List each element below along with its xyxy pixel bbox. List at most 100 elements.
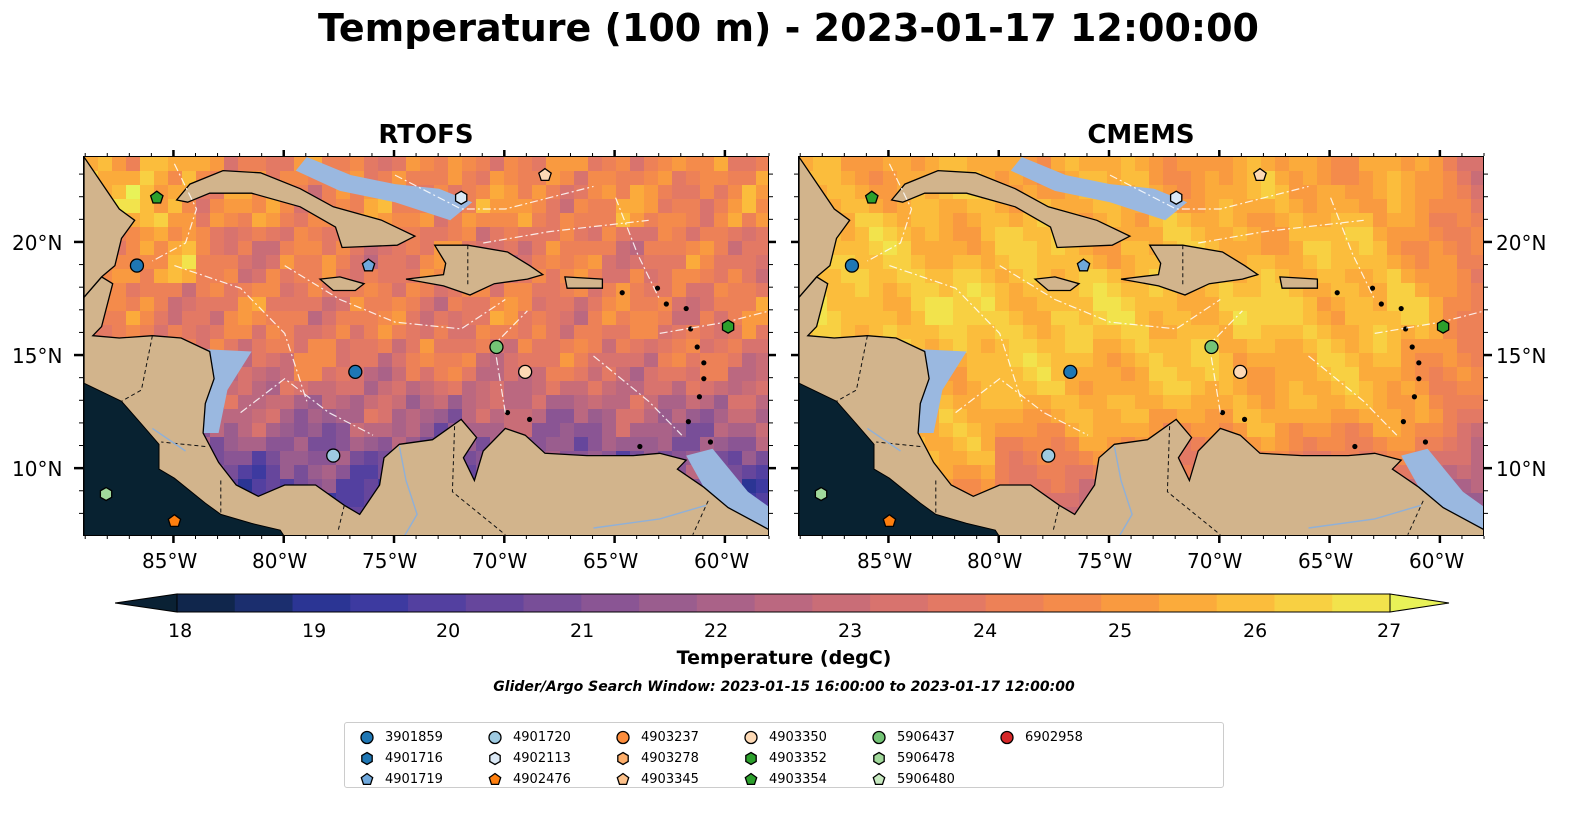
legend-marker — [616, 772, 630, 786]
colorbar-segment — [465, 594, 525, 612]
legend-label: 3901859 — [385, 729, 443, 745]
legend-label: 4902113 — [513, 750, 571, 766]
axis-ticks — [74, 150, 1492, 543]
float-marker-4903350 — [518, 364, 533, 380]
x-tick-label: 75°W — [362, 549, 418, 573]
x-tick-label: 85°W — [142, 549, 198, 573]
legend-marker — [872, 772, 886, 786]
float-marker-3901859 — [1063, 364, 1078, 380]
legend-label: 5906480 — [897, 771, 955, 787]
colorbar-segment — [812, 594, 871, 612]
legend-label: 5906437 — [897, 729, 955, 745]
colorbar-extend-low — [115, 593, 178, 613]
colorbar-segment — [408, 594, 467, 612]
float-marker-4901719 — [1076, 258, 1091, 272]
legend-item: 5906437 — [871, 729, 955, 745]
legend-marker — [361, 751, 373, 766]
x-tick-label: 85°W — [857, 549, 913, 573]
legend-marker — [873, 751, 885, 766]
legend-item: 4903350 — [743, 729, 827, 745]
legend-label: 4903278 — [641, 750, 699, 766]
legend-label: 6902958 — [1025, 729, 1083, 745]
rtofs-map-canvas — [84, 157, 768, 535]
colorbar-tick-label: 23 — [838, 620, 863, 642]
cmems-rivers — [867, 427, 1422, 535]
legend-item: 4903237 — [615, 729, 699, 745]
float-marker-3901859 — [348, 364, 363, 380]
legend-marker-icon — [361, 751, 373, 766]
legend-item: 4903278 — [615, 750, 699, 766]
colorbar-segment — [985, 594, 1045, 612]
cmems-land — [799, 157, 1483, 535]
legend-marker — [744, 772, 758, 786]
float-marker-4902113 — [454, 190, 468, 205]
legend-marker — [617, 751, 629, 766]
legend-item: 3901859 — [359, 729, 443, 745]
x-tick-label: 80°W — [252, 549, 308, 573]
colorbar-tick-label: 26 — [1243, 620, 1268, 642]
legend-label: 4901719 — [385, 771, 443, 787]
colorbar-segment — [870, 594, 929, 612]
legend-item: 5906480 — [871, 771, 955, 787]
float-marker-4903354 — [864, 190, 879, 204]
cmems-map-canvas — [799, 157, 1483, 535]
legend-marker — [616, 730, 630, 745]
legend-item: 4903354 — [743, 771, 827, 787]
colorbar-segment — [1043, 594, 1102, 612]
legend-item: 5906478 — [871, 750, 955, 766]
colorbar-segment — [1274, 594, 1333, 612]
legend-marker — [745, 751, 757, 766]
colorbar — [115, 593, 1450, 613]
cmems-borders — [836, 245, 1424, 535]
legend-item: 4902476 — [487, 771, 571, 787]
figure-title: Temperature (100 m) - 2023-01-17 12:00:0… — [317, 6, 1259, 50]
rtofs-rivers — [152, 427, 707, 535]
legend-marker — [488, 772, 502, 786]
legend-label: 4903345 — [641, 771, 699, 787]
cmems-float-markers — [814, 167, 1450, 528]
colorbar-tick-label: 20 — [436, 620, 461, 642]
rtofs-shelf — [84, 157, 768, 530]
float-marker-3901859 — [129, 258, 145, 273]
float-marker-4903352 — [1436, 319, 1450, 334]
x-tick-label: 80°W — [967, 549, 1023, 573]
float-marker-4902476 — [167, 513, 182, 528]
legend-label: 4903237 — [641, 729, 699, 745]
rtofs-float-markers — [99, 167, 735, 528]
float-marker-4901720 — [326, 448, 341, 463]
x-tick-label: 70°W — [1187, 549, 1243, 573]
legend-marker-icon — [873, 751, 885, 766]
colorbar-segment — [1332, 594, 1391, 612]
x-tick-label: 65°W — [1298, 549, 1354, 573]
legend-marker-icon — [1000, 730, 1014, 745]
float-marker-4901720 — [1041, 448, 1056, 463]
legend-label: 4901716 — [385, 750, 443, 766]
x-tick-label: 60°W — [1409, 549, 1465, 573]
legend-marker-icon — [488, 772, 502, 786]
cmems-shelf — [799, 157, 1483, 530]
y-tick-label: 15°N — [1496, 344, 1547, 368]
legend-marker — [360, 772, 374, 786]
colorbar-segment — [1158, 594, 1218, 612]
cmems-map — [798, 156, 1484, 536]
legend-marker-icon — [488, 730, 502, 745]
legend-marker — [1000, 730, 1014, 745]
legend-marker — [872, 730, 886, 745]
rtofs-map — [83, 156, 769, 536]
float-marker-3901859 — [844, 258, 860, 273]
x-tick-label: 65°W — [583, 549, 639, 573]
legend-marker-icon — [744, 772, 758, 786]
float-legend: 3901859 4901716 4901719 4901720 4902113 49024… — [344, 722, 1224, 788]
float-marker-5906480 — [1253, 167, 1267, 182]
float-marker-5906478 — [99, 486, 113, 502]
legend-label: 4901720 — [513, 729, 571, 745]
float-marker-4903352 — [721, 319, 735, 334]
legend-marker-icon — [617, 751, 629, 766]
float-marker-5906437 — [1204, 339, 1219, 355]
rtofs-land — [84, 157, 768, 535]
legend-marker-icon — [872, 772, 886, 786]
legend-marker — [489, 751, 501, 766]
legend-marker — [360, 730, 374, 745]
colorbar-tick-label: 18 — [168, 620, 193, 642]
colorbar-segment — [292, 594, 351, 612]
